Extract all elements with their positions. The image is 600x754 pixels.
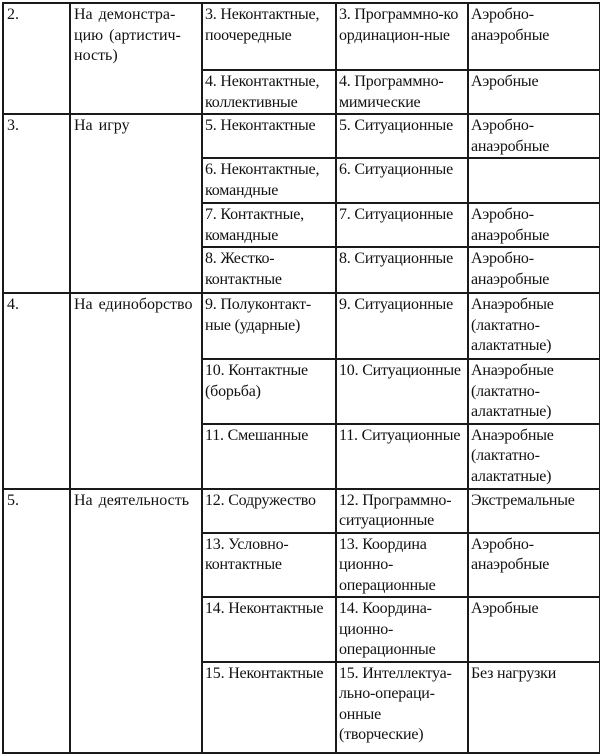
table-row: 11. Смешанные 11. Ситуационные Анаэробные … [3,422,600,490]
movement-cell: 5. Ситуационные [335,113,469,159]
table-row: 15. Неконтактные 15. Интеллектуа-льно-опе… [3,660,600,754]
table-row: 6. Неконтактные, командные 6. Ситуационны… [3,157,600,204]
type-cell: 3. Неконтактные, поочередные [201,2,337,71]
focus-cell: На демонстра-цию (артистич-ность) [69,2,203,115]
load-cell: Аэробно-анаэробные [467,246,600,294]
table-row: 4. На единоборство 9. Полуконтакт-ные (уда… [2,292,600,490]
row-number: 4. [2,292,71,490]
type-cell: 6. Неконтактные, командные [201,157,337,204]
movement-cell: 4. Программно-мимические [335,69,469,115]
movement-cell: 6. Ситуационные [335,157,469,204]
movement-cell: 10. Ситуационные [335,358,469,425]
table-row: 10. Контактные (борьба) 10. Ситуационные А… [3,358,600,425]
movement-cell: 3. Программно-ко ординацион-ные [335,2,469,71]
type-cell: 13. Условно-контактные [201,531,337,598]
movement-cell: 13. Координа ционно-операционные [335,531,469,598]
load-cell: Анаэробные (лактатно-алактатные) [467,292,600,360]
load-cell: Аэробно-анаэробные [467,531,600,598]
load-cell: Аэробно-анаэробные [467,113,600,159]
movement-cell: 7. Ситуационные [335,202,469,248]
table-row: 2. На демонстра-цию (артистич-ность) 3. Не… [2,2,600,115]
type-cell: 11. Смешанные [201,422,337,490]
table-row: 7. Контактные, командные 7. Ситуационные А… [3,202,600,248]
focus-cell: На единоборство [69,292,203,490]
type-cell: 10. Контактные (борьба) [201,358,337,425]
load-cell: Анаэробные (лактатно-алактатные) [467,358,600,425]
type-cell: 8. Жестко-контактные [201,246,337,294]
type-cell: 5. Неконтактные [201,113,337,159]
type-cell: 12. Содружество [201,487,337,534]
load-cell: Экстремальные [467,487,600,534]
movement-cell: 9. Ситуационные [335,292,469,360]
load-cell [467,157,600,204]
type-cell: 9. Полуконтакт-ные (ударные) [201,292,337,360]
load-cell: Анаэробные (лактатно-алактатные) [467,422,600,490]
type-cell: 15. Неконтактные [201,660,337,754]
table-row: 14. Неконтактные 14. Координа-ционно-опер… [3,596,600,663]
type-cell: 7. Контактные, командные [201,202,337,248]
movement-cell: 15. Интеллектуа-льно-операци-онные (твор… [335,660,469,754]
table-row: 5. На деятельность 12. Содружество 12. Прог… [2,487,600,754]
load-cell: Без нагрузки [467,660,600,754]
load-cell: Аэробно-анаэробные [467,202,600,248]
load-cell: Аэробные [467,596,600,663]
type-cell: 4. Неконтактные, коллективные [201,69,337,115]
table-row: 13. Условно-контактные 13. Координа ционн… [3,531,600,598]
row-number: 5. [2,487,71,754]
table-row: 4. Неконтактные, коллективные 4. Программ… [3,69,600,115]
load-cell: Аэробно-анаэробные [467,2,600,71]
movement-cell: 8. Ситуационные [335,246,469,294]
table-row: 3. На игру 5. Неконтактные 5. Ситуационные А… [2,113,600,294]
focus-cell: На деятельность [69,487,203,754]
movement-cell: 14. Координа-ционно-операционные [335,596,469,663]
movement-cell: 11. Ситуационные [335,422,469,490]
row-number: 2. [2,2,71,115]
row-number: 3. [2,113,71,294]
type-cell: 14. Неконтактные [201,596,337,663]
load-cell: Аэробные [467,69,600,115]
table-row: 8. Жестко-контактные 8. Ситуационные Аэроб… [3,246,600,294]
movement-cell: 12. Программно-ситуационные [335,487,469,534]
focus-cell: На игру [69,113,203,294]
